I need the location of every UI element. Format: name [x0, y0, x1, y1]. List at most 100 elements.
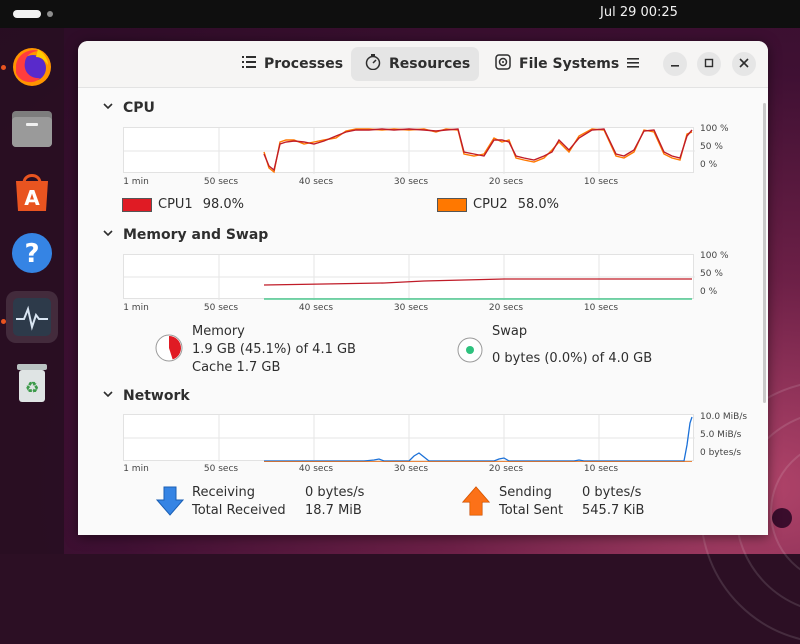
cpu2-line — [263, 128, 693, 174]
memory-ylabel-0: 0 % — [700, 287, 718, 297]
memory-ylabel-50: 50 % — [700, 269, 723, 279]
receiving-label: Receiving — [192, 485, 256, 500]
cpu-xlabel: 40 secs — [298, 177, 334, 187]
sending-value: 0 bytes/s — [582, 485, 642, 500]
cpu-xlabel: 1 min — [123, 177, 149, 187]
cpu-ylabel-100: 100 % — [700, 124, 729, 134]
cpu-ylabel-50: 50 % — [700, 142, 723, 152]
total-received-value: 18.7 MiB — [305, 503, 362, 518]
swap-pie-chart[interactable] — [456, 336, 484, 364]
svg-text:A: A — [24, 186, 40, 210]
tab-file-systems-label: File Systems — [519, 56, 620, 72]
cpu2-label: CPU2 — [473, 197, 508, 212]
cpu-xlabel: 20 secs — [488, 177, 524, 187]
maximize-button[interactable] — [697, 52, 721, 76]
minimize-button[interactable] — [663, 52, 687, 76]
chevron-down-icon — [101, 99, 115, 117]
scrollbar[interactable] — [763, 103, 766, 403]
memory-pie-chart[interactable] — [154, 333, 184, 363]
memory-used: 1.9 GB (45.1%) of 4.1 GB — [192, 342, 356, 357]
files-icon[interactable] — [6, 103, 58, 155]
cpu1-legend: CPU1 98.0% — [122, 197, 244, 212]
hamburger-icon — [627, 57, 639, 72]
top-bar: Jul 29 00:25 — [0, 0, 800, 28]
help-icon[interactable]: ? — [6, 227, 58, 279]
svg-text:♻: ♻ — [25, 378, 39, 397]
network-xlabel: 40 secs — [298, 464, 334, 474]
tab-resources-label: Resources — [389, 56, 471, 72]
network-ylabel-mid: 5.0 MiB/s — [700, 430, 742, 440]
total-sent-label: Total Sent — [499, 503, 564, 518]
receiving-value: 0 bytes/s — [305, 485, 365, 500]
close-button[interactable] — [732, 52, 756, 76]
chevron-down-icon — [101, 387, 115, 405]
network-xlabel: 20 secs — [488, 464, 524, 474]
cpu2-legend: CPU2 58.0% — [437, 197, 559, 212]
cpu-ylabel-0: 0 % — [700, 160, 718, 170]
memory-label: Memory — [192, 324, 245, 339]
memory-section-header[interactable]: Memory and Swap — [101, 226, 268, 244]
cpu-xlabel: 10 secs — [583, 177, 619, 187]
memory-line — [263, 278, 692, 286]
cpu-section-title: CPU — [123, 100, 155, 116]
system-monitor-window: Processes Resources File Systems — [78, 41, 768, 535]
running-indicator — [1, 319, 6, 324]
memory-section-title: Memory and Swap — [123, 227, 269, 243]
gauge-icon — [365, 54, 381, 74]
trash-icon[interactable]: ♻ — [6, 357, 58, 409]
network-xlabel: 1 min — [123, 464, 149, 474]
running-indicator — [1, 65, 6, 70]
chevron-down-icon — [101, 226, 115, 244]
total-sent-value: 545.7 KiB — [582, 503, 645, 518]
sending-arrow-icon[interactable] — [461, 486, 491, 516]
memory-xlabel: 40 secs — [298, 303, 334, 313]
receiving-arrow-icon[interactable] — [155, 486, 185, 516]
cpu-section-header[interactable]: CPU — [101, 99, 155, 117]
cpu-xlabel: 50 secs — [203, 177, 239, 187]
workspace-indicator[interactable] — [47, 11, 53, 17]
cpu1-label: CPU1 — [158, 197, 193, 212]
cpu2-color-swatch[interactable] — [437, 197, 467, 212]
tab-processes[interactable]: Processes — [228, 47, 357, 81]
minimize-icon — [670, 57, 680, 72]
activities-button[interactable] — [13, 10, 41, 18]
tab-resources[interactable]: Resources — [351, 47, 479, 81]
close-icon — [739, 57, 749, 72]
firefox-icon[interactable] — [6, 41, 58, 93]
disk-icon — [495, 54, 511, 74]
swap-label: Swap — [492, 324, 528, 339]
tab-file-systems[interactable]: File Systems — [481, 47, 633, 81]
memory-ylabel-100: 100 % — [700, 251, 729, 261]
cpu-graph — [123, 127, 695, 174]
cpu1-line — [263, 128, 693, 172]
total-received-label: Total Received — [192, 503, 286, 518]
cpu2-value: 58.0% — [517, 197, 560, 212]
clock[interactable]: Jul 29 00:25 — [600, 5, 678, 20]
network-section-header[interactable]: Network — [101, 387, 190, 405]
header-bar: Processes Resources File Systems — [78, 41, 768, 88]
dock: A ? ♻ — [0, 28, 64, 554]
memory-xlabel: 10 secs — [583, 303, 619, 313]
menu-button[interactable] — [621, 52, 645, 76]
tab-processes-label: Processes — [264, 56, 344, 72]
network-xlabel: 10 secs — [583, 464, 619, 474]
network-xlabel: 50 secs — [203, 464, 239, 474]
resources-content: CPU 100 % 50 % 0 % 1 min 50 secs 40 secs… — [78, 88, 768, 535]
memory-xlabel: 50 secs — [203, 303, 239, 313]
cpu1-value: 98.0% — [202, 197, 245, 212]
receive-line — [264, 416, 693, 462]
network-xlabel: 30 secs — [393, 464, 429, 474]
network-ylabel-min: 0 bytes/s — [700, 448, 742, 458]
app-center-icon[interactable]: A — [6, 165, 58, 217]
network-graph — [123, 414, 695, 462]
memory-xlabel: 1 min — [123, 303, 149, 313]
network-ylabel-max: 10.0 MiB/s — [700, 412, 748, 422]
system-monitor-icon[interactable] — [6, 291, 58, 343]
cpu1-color-swatch[interactable] — [122, 197, 152, 212]
list-icon — [242, 56, 256, 72]
memory-xlabel: 20 secs — [488, 303, 524, 313]
svg-text:?: ? — [24, 239, 39, 269]
swap-used: 0 bytes (0.0%) of 4.0 GB — [492, 351, 653, 366]
wallpaper-dot — [772, 508, 792, 528]
memory-graph — [123, 254, 695, 300]
